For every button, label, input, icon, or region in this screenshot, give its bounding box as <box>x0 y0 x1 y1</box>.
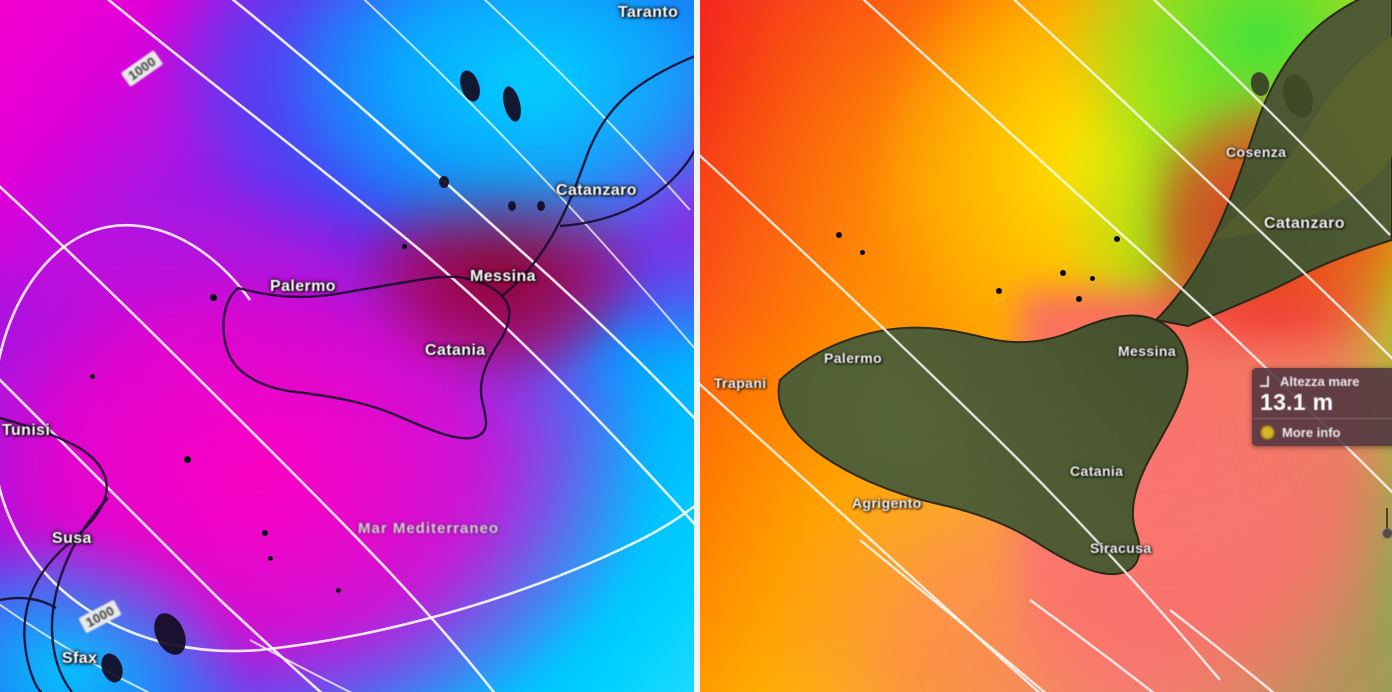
left-map-canvas[interactable]: 1000 1000 Taranto Catanzaro Messina Pale… <box>0 0 696 692</box>
city-label-catanzaro: Catanzaro <box>556 182 637 199</box>
sea-label-mediterraneo: Mar Mediterraneo <box>358 520 500 537</box>
city-label-catania: Catania <box>425 342 486 359</box>
map-dot <box>210 294 217 301</box>
wave-height-map-panel[interactable]: Cosenza Catanzaro Messina Palermo Trapan… <box>700 0 1392 692</box>
map-dot <box>860 250 865 255</box>
popup-title-row: Altezza mare <box>1260 374 1392 389</box>
city-label-trapani: Trapani <box>714 375 767 391</box>
location-pin[interactable] <box>1382 508 1392 540</box>
map-dot <box>262 530 268 536</box>
map-dot <box>336 588 341 593</box>
city-label-susa: Susa <box>52 530 92 547</box>
isobar-lines-right <box>700 0 1392 692</box>
map-dot <box>268 556 273 561</box>
info-circle-icon <box>1260 425 1275 441</box>
popup-value-section: Altezza mare 13.1 m <box>1252 368 1392 418</box>
right-map-canvas[interactable]: Cosenza Catanzaro Messina Palermo Trapan… <box>700 0 1392 692</box>
city-label-palermo: Palermo <box>270 278 336 295</box>
wave-height-info-popup[interactable]: Altezza mare 13.1 m More info <box>1252 368 1392 447</box>
city-label-siracusa: Siracusa <box>1090 540 1152 556</box>
panel-divider <box>694 0 700 692</box>
city-label-sfax: Sfax <box>62 650 98 667</box>
pressure-color-haze <box>0 0 696 692</box>
city-label-messina: Messina <box>470 268 536 285</box>
coastline-overlay <box>0 54 696 692</box>
more-info-label: More info <box>1282 425 1341 441</box>
pin-stick <box>1386 508 1388 530</box>
pin-head <box>1382 528 1392 539</box>
map-dot <box>996 288 1002 294</box>
wave-height-icon <box>1260 376 1274 387</box>
map-dot <box>184 456 191 463</box>
city-label-agrigento: Agrigento <box>852 495 922 511</box>
map-dot <box>1076 296 1082 302</box>
city-label-messina: Messina <box>1118 343 1177 359</box>
wave-height-value: 13.1 m <box>1260 389 1334 415</box>
city-label-taranto: Taranto <box>618 4 679 21</box>
popup-title: Altezza mare <box>1280 374 1360 389</box>
map-dot <box>402 244 407 249</box>
city-label-catania: Catania <box>1070 463 1124 479</box>
map-dot <box>1114 236 1120 242</box>
map-dot <box>90 374 95 379</box>
more-info-button[interactable]: More info <box>1252 419 1392 446</box>
city-label-tunisi: Tunisi <box>2 422 51 439</box>
terrain-texture <box>700 0 1392 692</box>
map-dot <box>1090 276 1095 281</box>
popup-separator <box>1252 418 1392 420</box>
map-dot <box>1060 270 1066 276</box>
city-label-catanzaro: Catanzaro <box>1264 215 1345 232</box>
city-label-cosenza: Cosenza <box>1226 144 1287 160</box>
pressure-field-map-panel[interactable]: 1000 1000 Taranto Catanzaro Messina Pale… <box>0 0 696 692</box>
map-dot <box>836 232 842 238</box>
city-label-palermo: Palermo <box>824 350 883 366</box>
